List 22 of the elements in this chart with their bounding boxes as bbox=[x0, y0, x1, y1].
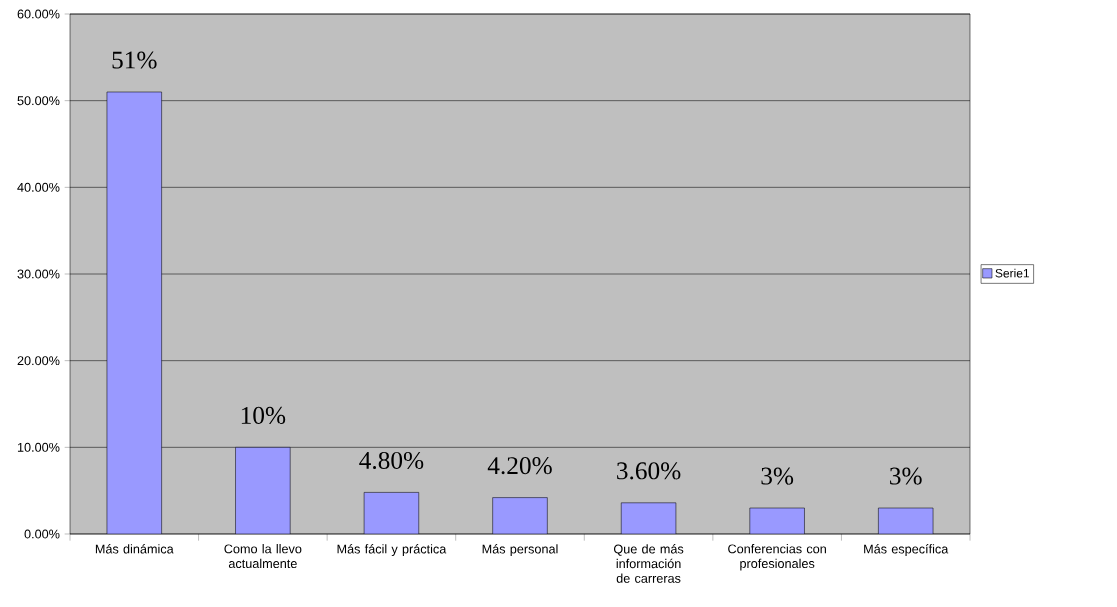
legend-label: Serie1 bbox=[995, 268, 1030, 278]
y-tick-label: 60.00% bbox=[17, 9, 60, 19]
y-tick-label: 50.00% bbox=[17, 96, 60, 106]
y-tick-label: 30.00% bbox=[17, 269, 60, 279]
y-tick-label: 40.00% bbox=[17, 182, 60, 192]
text: 4.20% bbox=[487, 457, 552, 475]
x-tick-label: Que de más información de carreras bbox=[613, 544, 684, 583]
x-tick-label: Más personal bbox=[482, 544, 558, 557]
x-tick-label: Como la llevo actualmente bbox=[224, 544, 302, 569]
x-tick-label: Más fácil y práctica bbox=[337, 544, 447, 557]
x-tick-label: Más específica bbox=[864, 544, 949, 557]
y-tick-label: 0.00% bbox=[24, 529, 60, 539]
text: 4.80% bbox=[359, 451, 424, 470]
text: 10% bbox=[241, 406, 286, 424]
y-tick-label: 10.00% bbox=[17, 442, 60, 452]
text: 3% bbox=[761, 467, 794, 485]
text: 3% bbox=[890, 467, 922, 485]
text: 3.60% bbox=[617, 462, 681, 480]
text: 51% bbox=[112, 51, 157, 69]
x-tick-label: Conferencias con profesionales bbox=[728, 544, 826, 571]
y-tick-label: 20.00% bbox=[17, 356, 60, 366]
x-tick-label: Más dinámica bbox=[95, 544, 174, 554]
